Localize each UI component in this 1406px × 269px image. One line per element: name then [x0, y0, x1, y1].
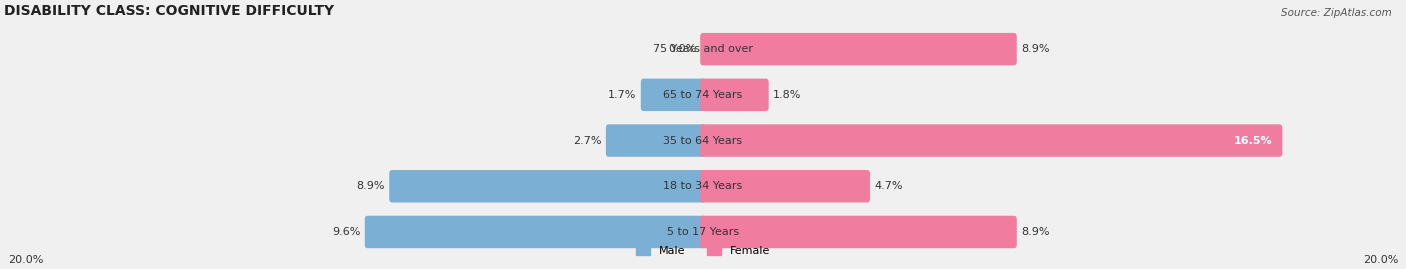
Text: 16.5%: 16.5%	[1234, 136, 1272, 146]
FancyBboxPatch shape	[3, 204, 1403, 260]
FancyBboxPatch shape	[364, 216, 706, 248]
Text: 8.9%: 8.9%	[1021, 227, 1049, 237]
Text: 75 Years and over: 75 Years and over	[652, 44, 754, 54]
FancyBboxPatch shape	[3, 112, 1403, 169]
FancyBboxPatch shape	[389, 170, 706, 203]
Text: 20.0%: 20.0%	[7, 255, 44, 265]
Text: 8.9%: 8.9%	[357, 181, 385, 191]
FancyBboxPatch shape	[641, 79, 706, 111]
Text: 4.7%: 4.7%	[875, 181, 903, 191]
Text: 0.0%: 0.0%	[668, 44, 696, 54]
Text: 8.9%: 8.9%	[1021, 44, 1049, 54]
Text: 9.6%: 9.6%	[332, 227, 360, 237]
FancyBboxPatch shape	[700, 216, 1017, 248]
Text: 65 to 74 Years: 65 to 74 Years	[664, 90, 742, 100]
Text: DISABILITY CLASS: COGNITIVE DIFFICULTY: DISABILITY CLASS: COGNITIVE DIFFICULTY	[4, 4, 335, 18]
FancyBboxPatch shape	[3, 66, 1403, 123]
FancyBboxPatch shape	[3, 21, 1403, 77]
FancyBboxPatch shape	[700, 33, 1017, 65]
Text: Source: ZipAtlas.com: Source: ZipAtlas.com	[1281, 8, 1392, 18]
Text: 1.8%: 1.8%	[773, 90, 801, 100]
FancyBboxPatch shape	[700, 124, 1282, 157]
Legend: Male, Female: Male, Female	[631, 241, 775, 261]
Text: 20.0%: 20.0%	[1362, 255, 1399, 265]
Text: 35 to 64 Years: 35 to 64 Years	[664, 136, 742, 146]
Text: 5 to 17 Years: 5 to 17 Years	[666, 227, 740, 237]
Text: 2.7%: 2.7%	[574, 136, 602, 146]
FancyBboxPatch shape	[606, 124, 706, 157]
FancyBboxPatch shape	[700, 170, 870, 203]
Text: 18 to 34 Years: 18 to 34 Years	[664, 181, 742, 191]
FancyBboxPatch shape	[3, 158, 1403, 215]
Text: 1.7%: 1.7%	[609, 90, 637, 100]
FancyBboxPatch shape	[700, 79, 769, 111]
